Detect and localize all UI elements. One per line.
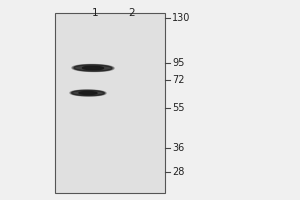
Text: 28: 28 <box>172 167 184 177</box>
Text: 36: 36 <box>172 143 184 153</box>
Polygon shape <box>82 66 103 70</box>
Polygon shape <box>70 90 106 96</box>
Bar <box>55 13 165 193</box>
Polygon shape <box>74 65 112 71</box>
Text: 55: 55 <box>172 103 184 113</box>
Text: 130: 130 <box>172 13 190 23</box>
Text: 95: 95 <box>172 58 184 68</box>
Polygon shape <box>72 90 104 96</box>
Polygon shape <box>72 65 114 71</box>
Text: 1: 1 <box>92 8 98 18</box>
Polygon shape <box>79 92 97 94</box>
Text: 2: 2 <box>129 8 135 18</box>
Text: 72: 72 <box>172 75 184 85</box>
